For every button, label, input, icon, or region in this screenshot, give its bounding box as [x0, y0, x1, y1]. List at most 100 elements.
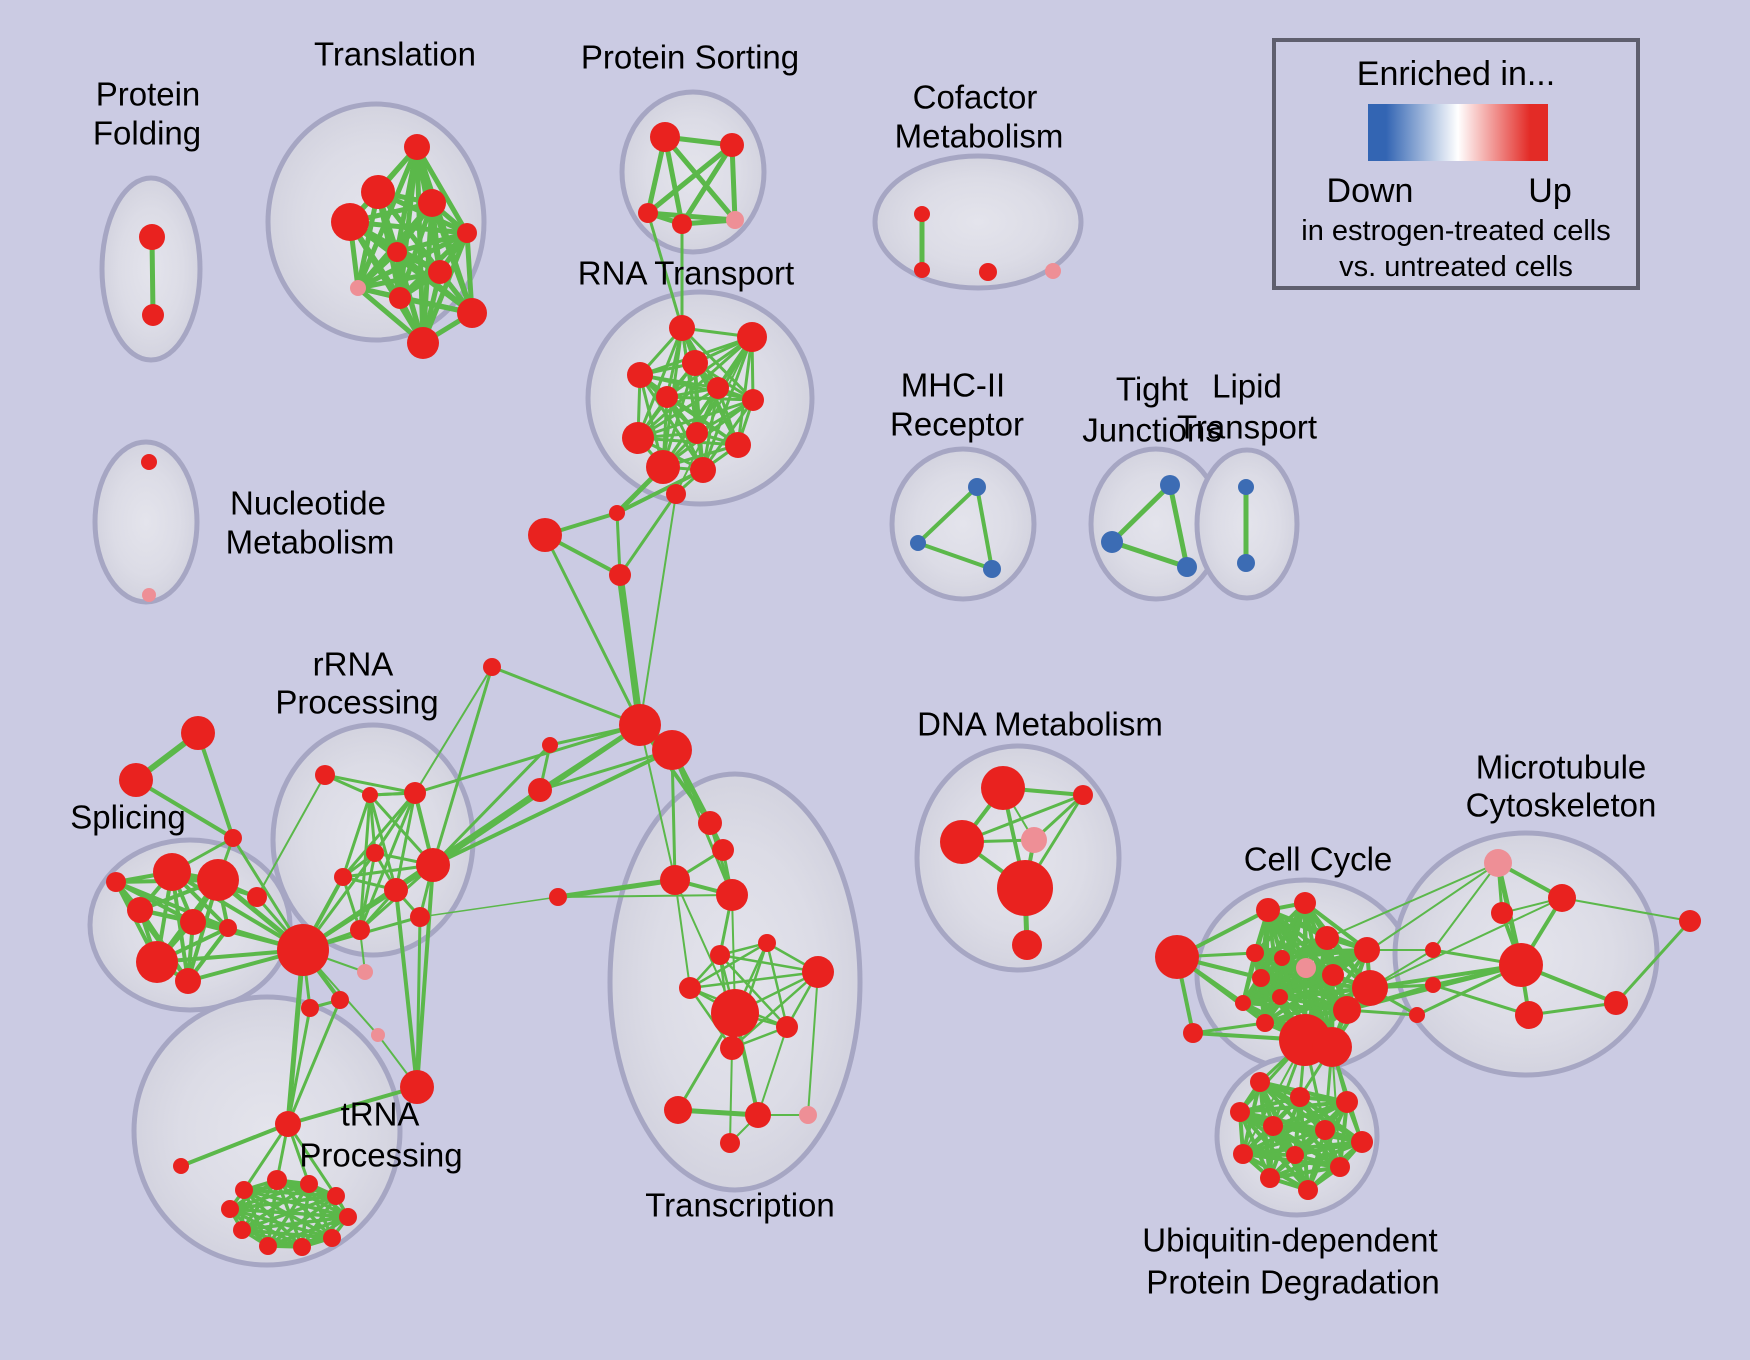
gene-set-node: [549, 888, 567, 906]
cluster-label-rrna-processing: Processing: [275, 684, 438, 721]
network-edge: [1109, 482, 1173, 545]
cluster-label-cofactor-metabolism: Metabolism: [895, 118, 1064, 155]
gene-set-node: [139, 224, 165, 250]
network-edge: [616, 571, 644, 729]
gene-set-node: [981, 766, 1025, 810]
gene-set-node: [127, 897, 153, 923]
network-edge: [661, 398, 755, 469]
network-edge: [431, 743, 552, 867]
cluster-label-transcription: Transcription: [645, 1187, 835, 1224]
gene-set-node: [1515, 1001, 1543, 1029]
cluster-label-trna-processing: tRNA: [341, 1096, 420, 1133]
cluster-ellipse-nucleotide-metabolism: [92, 439, 200, 605]
network-edge: [341, 793, 372, 879]
network-edge: [638, 373, 755, 402]
gene-set-node: [1021, 827, 1047, 853]
gene-set-node: [1260, 1168, 1280, 1188]
network-edge: [679, 142, 735, 227]
gene-set-node: [293, 1238, 311, 1256]
network-edge: [555, 877, 678, 900]
gene-set-node: [619, 704, 661, 746]
gene-set-node: [1679, 910, 1701, 932]
gene-set-node: [428, 260, 452, 284]
network-edge: [490, 665, 642, 727]
cluster-label-dna-metabolism: DNA Metabolism: [917, 706, 1163, 743]
gene-set-node: [646, 450, 680, 484]
network-edge: [341, 791, 417, 879]
gene-set-node: [997, 860, 1053, 916]
gene-set-node: [136, 941, 178, 983]
network-edge: [196, 731, 235, 840]
gene-set-node: [666, 484, 686, 504]
gene-set-node: [1274, 950, 1290, 966]
gene-set-node: [224, 829, 242, 847]
gene-set-node: [720, 1036, 744, 1060]
gene-set-node: [609, 564, 631, 586]
network-edge: [134, 778, 235, 840]
gene-set-node: [726, 211, 744, 229]
network-edge: [358, 793, 372, 932]
gene-set-node: [1183, 1023, 1203, 1043]
gene-set-node: [350, 280, 366, 296]
network-edge: [149, 234, 156, 318]
network-edge: [1431, 983, 1531, 1017]
gene-set-node: [384, 878, 408, 902]
network-edge: [286, 998, 342, 1126]
gene-set-node: [275, 1111, 301, 1137]
gene-set-node: [672, 214, 692, 234]
gene-set-node: [1352, 970, 1388, 1006]
network-edge: [538, 748, 674, 792]
gene-set-node: [656, 386, 678, 408]
gene-set-node: [1286, 1146, 1304, 1164]
network-edge: [757, 1026, 788, 1116]
gene-set-node: [357, 964, 373, 980]
legend-title: Enriched in...: [1356, 55, 1556, 93]
gene-set-node: [679, 977, 701, 999]
network-edge: [736, 335, 754, 447]
gene-set-node: [914, 262, 930, 278]
gene-set-node: [389, 287, 411, 309]
gene-set-node: [1233, 1144, 1253, 1164]
gene-set-node: [410, 907, 430, 927]
gene-set-node: [1604, 991, 1628, 1015]
network-edge: [670, 748, 677, 882]
network-edge: [323, 773, 417, 795]
gene-set-node: [300, 1175, 318, 1193]
network-edge: [1527, 1001, 1618, 1017]
network-edge: [431, 665, 494, 867]
network-edge: [1268, 1165, 1342, 1180]
gene-set-node: [1296, 958, 1316, 978]
cluster-label-rna-transport: RNA Transport: [578, 255, 794, 292]
network-edge: [1614, 919, 1692, 1005]
network-edge: [179, 1122, 290, 1168]
network-edge: [228, 1207, 350, 1219]
gene-set-node: [802, 956, 834, 988]
network-edge: [1263, 908, 1270, 1025]
network-edge: [1303, 901, 1334, 1049]
gene-set-node: [776, 1016, 798, 1038]
gene-set-node: [1425, 942, 1441, 958]
network-edge: [1293, 1140, 1364, 1157]
gene-set-node: [698, 811, 722, 835]
gene-set-node: [940, 820, 984, 864]
cluster-label-mhc-ii-receptor: Receptor: [890, 406, 1024, 443]
gene-set-node: [180, 909, 206, 935]
gene-set-node: [1263, 1116, 1283, 1136]
gene-set-node: [1351, 1131, 1373, 1153]
gene-set-node: [175, 968, 201, 994]
cluster-label-tight-junctions: Tight: [1116, 371, 1188, 408]
gene-set-node: [799, 1106, 817, 1124]
gene-set-node: [609, 505, 625, 521]
network-edge: [419, 896, 559, 918]
network-edge: [415, 863, 435, 1089]
gene-set-node: [323, 1229, 341, 1247]
cluster-label-nucleotide-metabolism: Nucleotide: [230, 485, 386, 522]
network-edge: [662, 134, 738, 223]
gene-set-node: [416, 848, 450, 882]
network-edge: [688, 941, 769, 990]
gene-set-node: [528, 518, 562, 552]
network-edge: [730, 970, 820, 1050]
network-edge: [1109, 539, 1190, 570]
network-edge: [688, 970, 820, 990]
